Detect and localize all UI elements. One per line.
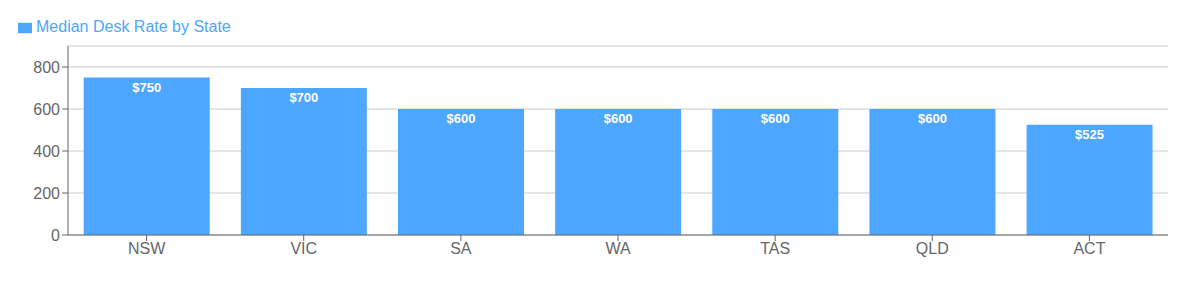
svg-text:SA: SA xyxy=(450,240,472,257)
svg-text:600: 600 xyxy=(33,101,60,118)
svg-text:$600: $600 xyxy=(761,111,790,126)
svg-text:QLD: QLD xyxy=(916,240,949,257)
svg-text:0: 0 xyxy=(51,227,60,244)
svg-text:400: 400 xyxy=(33,143,60,160)
svg-text:$600: $600 xyxy=(918,111,947,126)
svg-text:TAS: TAS xyxy=(760,240,790,257)
svg-text:$600: $600 xyxy=(604,111,633,126)
svg-text:VIC: VIC xyxy=(290,240,317,257)
svg-text:$750: $750 xyxy=(132,80,161,95)
svg-text:800: 800 xyxy=(33,59,60,76)
svg-text:200: 200 xyxy=(33,185,60,202)
svg-text:$700: $700 xyxy=(289,90,318,105)
svg-text:ACT: ACT xyxy=(1073,240,1105,257)
svg-text:NSW: NSW xyxy=(128,240,166,257)
html-text:Median Desk Rate by State: Median Desk Rate by State xyxy=(36,18,231,35)
svg-text:$600: $600 xyxy=(447,111,476,126)
svg-text:WA: WA xyxy=(605,240,631,257)
svg-text:$525: $525 xyxy=(1075,127,1104,142)
